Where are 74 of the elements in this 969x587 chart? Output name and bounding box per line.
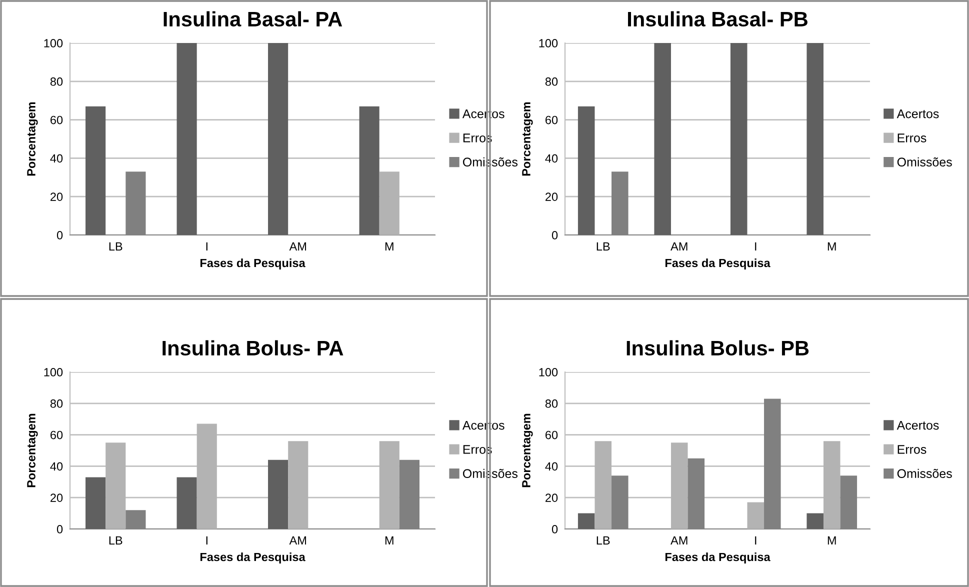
y-tick-label: 20 bbox=[50, 192, 63, 201]
y-axis-title: Porcentagem bbox=[522, 102, 533, 176]
y-tick-label: 80 bbox=[545, 399, 558, 408]
x-tick-label: I bbox=[755, 536, 756, 544]
x-tick-label: LB bbox=[596, 242, 610, 250]
y-tick-label: 100 bbox=[539, 368, 558, 376]
x-tick-label: M bbox=[828, 242, 836, 250]
legend-label: Acertos bbox=[896, 420, 939, 430]
y-tick-label: 100 bbox=[44, 368, 63, 376]
bar bbox=[578, 106, 595, 235]
x-axis-title: Fases da Pesquisa bbox=[665, 258, 770, 270]
bar bbox=[654, 43, 671, 235]
y-tick-label: 60 bbox=[50, 430, 63, 440]
bar bbox=[86, 477, 106, 529]
x-axis-title: Fases da Pesquisa bbox=[200, 552, 306, 564]
chart-title: Insulina Bolus- PB bbox=[626, 340, 809, 356]
x-tick-label: I bbox=[206, 242, 208, 250]
legend-label: Omissões bbox=[897, 157, 952, 167]
bar bbox=[578, 513, 595, 529]
y-tick-label: 80 bbox=[50, 77, 63, 86]
y-tick-label: 40 bbox=[545, 154, 558, 163]
legend-label: Omissões bbox=[462, 157, 518, 167]
y-tick-label: 20 bbox=[50, 494, 63, 502]
y-tick-label: 20 bbox=[546, 192, 558, 201]
legend-label: Acertos bbox=[896, 109, 939, 118]
x-axis-title: Fases da Pesquisa bbox=[665, 552, 770, 564]
y-tick-label: 0 bbox=[56, 525, 63, 534]
bar bbox=[730, 43, 748, 235]
chart-title: Insulina Bolus- PA bbox=[162, 340, 344, 356]
x-tick-label: AM bbox=[289, 536, 306, 544]
bar bbox=[268, 43, 288, 235]
x-tick-label: AM bbox=[670, 242, 688, 250]
x-tick-label: LB bbox=[596, 536, 610, 544]
x-tick-label: I bbox=[755, 242, 756, 250]
legend-label: Erros bbox=[898, 445, 926, 454]
x-tick-label: AM bbox=[289, 242, 306, 250]
legend-label: Omissões bbox=[462, 468, 518, 478]
x-tick-label: M bbox=[385, 536, 394, 544]
bar bbox=[176, 43, 197, 235]
y-tick-label: 0 bbox=[552, 525, 558, 534]
y-tick-label: 60 bbox=[50, 116, 63, 124]
chart-title: Insulina Basal- PB bbox=[628, 11, 808, 27]
x-tick-label: M bbox=[385, 242, 394, 250]
x-tick-label: M bbox=[828, 536, 836, 544]
chart-title: Insulina Basal- PA bbox=[164, 11, 342, 27]
bar bbox=[806, 513, 824, 529]
y-tick-label: 0 bbox=[552, 231, 558, 240]
bar bbox=[359, 106, 380, 235]
x-tick-label: AM bbox=[670, 536, 688, 544]
legend-label: Erros bbox=[898, 134, 926, 142]
y-tick-label: 60 bbox=[546, 430, 558, 440]
y-tick-label: 40 bbox=[50, 154, 63, 163]
legend-label: Omissões bbox=[897, 468, 952, 478]
y-axis-title: Porcentagem bbox=[27, 414, 38, 488]
y-tick-label: 80 bbox=[545, 77, 558, 86]
x-tick-label: I bbox=[206, 536, 208, 544]
x-axis-title: Fases da Pesquisa bbox=[200, 258, 306, 270]
bar bbox=[176, 477, 197, 529]
y-tick-label: 100 bbox=[44, 39, 63, 48]
y-tick-label: 80 bbox=[50, 399, 63, 408]
y-axis-title: Porcentagem bbox=[27, 102, 38, 176]
bar bbox=[86, 106, 106, 235]
y-axis-title: Porcentagem bbox=[522, 414, 533, 488]
y-tick-label: 60 bbox=[546, 116, 558, 124]
x-tick-label: LB bbox=[109, 536, 122, 544]
x-tick-label: LB bbox=[109, 242, 122, 250]
bar bbox=[268, 460, 288, 529]
y-tick-label: 100 bbox=[539, 39, 558, 48]
y-tick-label: 40 bbox=[545, 462, 558, 471]
bar bbox=[747, 502, 764, 529]
y-tick-label: 40 bbox=[50, 462, 63, 471]
y-tick-label: 0 bbox=[56, 231, 63, 240]
bar bbox=[806, 43, 824, 235]
y-tick-label: 20 bbox=[546, 494, 558, 502]
